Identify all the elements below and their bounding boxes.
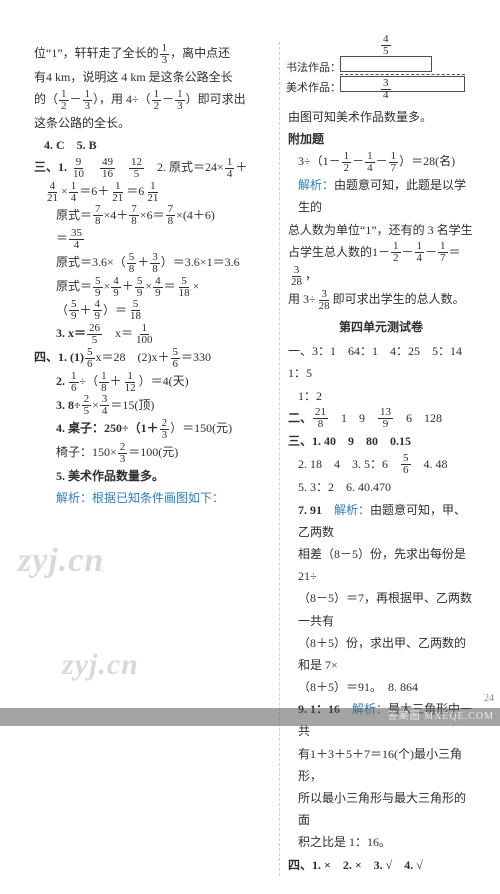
text-line: 椅子：150×23＝100(元) <box>34 441 269 465</box>
text-line: 5. 3：2 6. 40.470 <box>288 476 474 498</box>
bar-diagram: 45 书法作品： 美术作品： 34 <box>288 42 468 102</box>
text-line: 有4 km，说明这 4 km 是这条公路全长 <box>34 66 269 88</box>
text-line: 有1＋3＋5＋7＝16(个)最小三角形， <box>288 743 474 787</box>
text-line: 三、1. 40 9 80 0.15 <box>288 430 474 452</box>
text-line: 位“1”，轩轩走了全长的13，离中点还 <box>34 42 269 66</box>
text-line: 4. 桌子：250÷（1＋23）＝150(元) <box>34 417 269 441</box>
text-line: 7. 91 解析：由题意可知，甲、乙两数 <box>288 499 474 543</box>
text-line: 原式＝78×4＋78×6＝78×(4＋6) <box>34 204 269 228</box>
left-column: 位“1”，轩轩走了全长的13，离中点还 有4 km，说明这 4 km 是这条公路… <box>34 42 269 876</box>
text-line: 二、218 1 9 139 6 128 <box>288 407 474 431</box>
text-line: 三、1. 910 4916 125 2. 原式＝24×14＋ <box>34 156 269 180</box>
text-line: （8－5）＝7，再根据甲、乙两数一共有 <box>288 587 474 631</box>
text-line: 四、1. × 2. × 3. √ 4. √ <box>288 854 474 876</box>
text-line: 相差（8－5）份，先求出每份是 21÷ <box>288 543 474 587</box>
text-line: 解析：由题意可知，此题是以学生的 <box>288 174 474 218</box>
text-line: 一、3：1 64：1 4：25 5：14 1：5 <box>288 340 474 384</box>
text-line: ＝354 <box>34 227 269 251</box>
unit-title: 第四单元测试卷 <box>288 316 474 338</box>
text-line: 2. 16÷（18＋112）＝4(天) <box>34 370 269 394</box>
text-line: 5. 美术作品数量多。 <box>34 465 269 487</box>
text-line: 四、1. (1)56x＝28 (2)x＋56＝330 <box>34 346 269 370</box>
footer-bar: 答案圈 MXEQE.COM <box>0 708 500 726</box>
text-line: 3. x＝265 x＝1100 <box>34 322 269 346</box>
text-line: （8＋5）＝91。 8. 864 <box>288 676 474 698</box>
right-column: 45 书法作品： 美术作品： 34 由图可知美术作品数量多。 附加题 3÷（1－… <box>279 42 474 876</box>
text-line: 用 3÷328即可求出学生的总人数。 <box>288 288 474 312</box>
text-line: 积之比是 1：16。 <box>288 831 474 853</box>
text-line: 原式＝3.6×（58＋38）＝3.6×1＝3.6 <box>34 251 269 275</box>
text-line: （8＋5）份，求出甲、乙两数的和是 7× <box>288 632 474 676</box>
text-line: （59＋49）＝518 <box>34 299 269 323</box>
text-line: 的（12－13），用 4÷（12－13）即可求出 <box>34 88 269 112</box>
text-line: 421×14＝6＋121＝6121 <box>34 180 269 204</box>
text-line: 3÷（1－12－14－17）＝28(名) <box>288 150 474 174</box>
text-line: 3. 8÷25×34＝15(顶) <box>34 394 269 418</box>
text-line: 由图可知美术作品数量多。 <box>288 106 474 128</box>
text-line: 这条公路的全长。 <box>34 112 269 134</box>
text-line: 4. C 5. B <box>34 134 269 156</box>
text-line: 所以最小三角形与最大三角形的面 <box>288 787 474 831</box>
page-body: 位“1”，轩轩走了全长的13，离中点还 有4 km，说明这 4 km 是这条公路… <box>0 0 500 894</box>
text-line: 解析：根据已知条件画图如下： <box>34 487 269 509</box>
page-number: 24 <box>484 693 494 704</box>
text-line: 原式＝59×49＋59×49＝518× <box>34 275 269 299</box>
text-line: 占学生总人数的1－12－14－17＝328， <box>288 241 474 289</box>
text-line: 总人数为单位“1”，还有的 3 名学生 <box>288 219 474 241</box>
text-line: 1：2 <box>288 385 474 407</box>
text-line: 2. 18 4 3. 5：6 56 4. 48 <box>288 453 474 477</box>
section-title: 附加题 <box>288 128 474 150</box>
